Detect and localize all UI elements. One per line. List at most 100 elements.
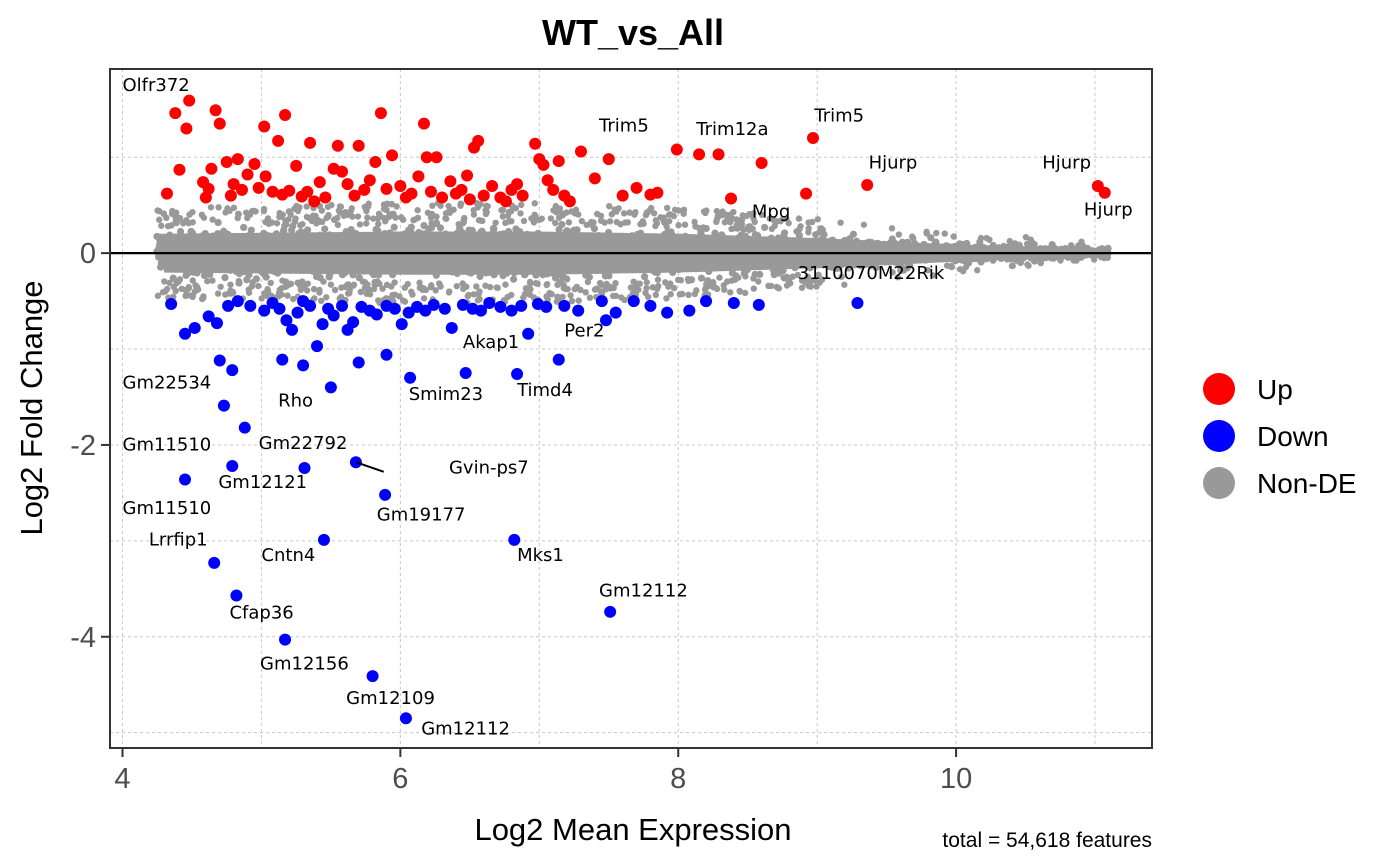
nonde-point [370,285,378,293]
nonde-point [1025,262,1032,269]
nonde-point [815,271,822,279]
nonde-point [795,215,803,222]
nonde-point [578,217,586,225]
down-point [379,488,392,501]
up-point [651,186,664,199]
nonde-point [492,219,499,226]
down-point [231,295,244,308]
nonde-point [443,215,450,222]
nonde-point [797,223,804,230]
nonde-point [445,289,453,296]
nonde-point [393,203,400,210]
nonde-point [258,295,265,302]
down-point [494,300,507,313]
down-point [258,304,271,317]
up-point [336,165,349,178]
up-point [602,153,615,166]
nonde-point [331,286,339,294]
down-point [445,321,458,334]
down-point [511,367,524,380]
nonde-point [543,293,550,300]
nonde-point [531,200,538,207]
nonde-point [666,211,674,218]
nonde-point [388,200,395,208]
nonde-point [273,220,281,227]
nonde-point [189,219,196,226]
nonde-point [255,282,262,290]
nonde-point [235,277,243,285]
down-point [402,306,415,319]
up-point [588,172,601,185]
nonde-point [370,215,377,222]
nonde-point [962,263,970,271]
nonde-point [260,205,268,213]
nonde-point [573,226,581,234]
nonde-point [563,275,571,283]
down-point [404,371,417,384]
nonde-point [635,286,642,293]
up-point [341,178,354,191]
down-point [515,299,528,312]
nonde-point [805,219,812,226]
y-tick-label: 0 [80,238,96,270]
nonde-point [929,272,937,279]
nonde-point [242,209,250,216]
up-point [248,157,261,170]
nonde-point [950,233,957,240]
down-point [474,304,487,317]
down-point [276,353,289,366]
nonde-point [811,277,818,284]
nonde-point [437,202,444,209]
nonde-point [344,281,351,288]
nonde-point [750,210,757,217]
nonde-point [361,278,369,286]
nonde-point [677,277,685,284]
up-point [430,151,443,164]
legend-key-non-de [1203,467,1235,499]
nonde-point [608,211,615,218]
nonde-point [534,280,541,288]
down-point [700,295,713,308]
nonde-point [518,201,525,209]
nonde-point [507,208,515,215]
up-point [405,187,418,200]
x-axis-title: Log2 Mean Expression [474,812,791,847]
down-point [317,533,330,546]
down-point [297,359,310,372]
nonde-point [361,284,369,291]
nonde-point [643,279,650,286]
nonde-point [222,291,229,298]
down-point [352,356,365,369]
nonde-point [736,287,743,295]
nonde-point [1006,237,1013,245]
nonde-point [267,279,274,287]
nonde-point [713,207,721,215]
nonde-point [849,230,858,238]
up-point [463,193,476,206]
nonde-point [699,224,707,231]
nonde-point [841,281,848,288]
up-point [529,137,542,150]
nonde-point [665,218,673,225]
down-point [459,367,472,380]
down-point [370,308,383,321]
nonde-point [582,289,589,296]
nonde-point [586,294,594,301]
nonde-point [1027,236,1034,243]
nonde-point [522,285,530,292]
down-point [661,306,674,319]
down-point [311,340,324,353]
up-point [499,195,512,208]
down-point [279,633,292,646]
nonde-point [164,222,172,230]
up-point [308,195,321,208]
nonde-point [176,227,185,236]
nonde-point [309,212,317,219]
nonde-point [591,286,599,293]
y-tick-label: -2 [70,430,96,462]
nonde-point [909,235,917,242]
nonde-point [473,283,480,290]
nonde-point [304,280,311,287]
up-point [266,185,279,198]
nonde-point [552,219,559,227]
